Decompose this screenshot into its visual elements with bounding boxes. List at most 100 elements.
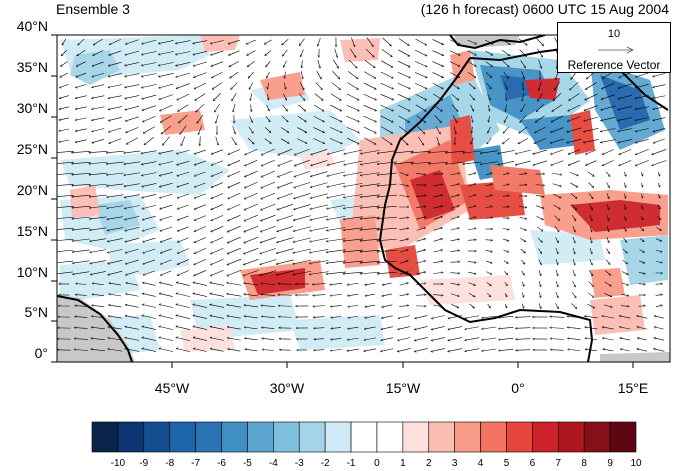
- wind-vector: [125, 248, 139, 253]
- wind-vector: [568, 149, 580, 155]
- wind-vector: [653, 128, 666, 131]
- wind-vector: [503, 249, 508, 252]
- wind-vector: [176, 304, 191, 308]
- wind-vector: [414, 348, 428, 351]
- wind-vector: [228, 214, 241, 221]
- wind-vector: [536, 104, 544, 111]
- wind-vector: [211, 204, 224, 209]
- wind-vector: [618, 117, 633, 121]
- wind-vector: [450, 217, 459, 220]
- wind-vector: [653, 117, 666, 121]
- colorbar-label: -9: [139, 458, 149, 469]
- wind-vector: [519, 49, 527, 57]
- wind-vector: [211, 182, 224, 188]
- wind-vector: [193, 348, 207, 352]
- wind-vector: [312, 284, 326, 285]
- wind-vector: [414, 61, 427, 66]
- wind-vector: [282, 39, 289, 44]
- wind-vector: [125, 338, 140, 341]
- wind-vector: [488, 126, 491, 133]
- wind-vector: [504, 282, 508, 285]
- wind-vector: [503, 71, 509, 79]
- wind-vector: [618, 139, 633, 142]
- wind-vector: [399, 250, 409, 253]
- wind-vector: [538, 281, 540, 286]
- wind-vector: [176, 62, 191, 65]
- wind-vector: [585, 338, 598, 341]
- wind-vector: [176, 348, 190, 352]
- wind-vector: [656, 216, 661, 219]
- wind-vector: [125, 327, 140, 330]
- wind-vector: [381, 126, 392, 134]
- wind-vector: [125, 95, 140, 98]
- wind-vector: [416, 115, 425, 122]
- wind-vector: [346, 115, 360, 122]
- wind-vector: [468, 195, 475, 198]
- wind-vector: [416, 250, 426, 253]
- wind-vector: [506, 93, 507, 100]
- wind-vector: [158, 40, 174, 43]
- wind-vector: [433, 93, 443, 100]
- wind-vector: [211, 236, 224, 242]
- wind-vector: [210, 294, 225, 297]
- wind-vector: [260, 259, 277, 264]
- colorbar-swatch: [506, 421, 533, 453]
- colorbar: [91, 421, 637, 453]
- wind-vector: [142, 348, 157, 352]
- wind-vector: [398, 49, 409, 56]
- wind-vector: [211, 149, 223, 154]
- wind-vector: [161, 259, 172, 264]
- wind-vector: [176, 293, 190, 297]
- wind-vector: [534, 138, 547, 144]
- wind-vector: [621, 306, 629, 307]
- wind-vector: [331, 338, 342, 339]
- wind-vector: [468, 217, 476, 220]
- wind-vector: [521, 281, 524, 287]
- wind-vector: [227, 258, 242, 265]
- wind-vector: [108, 106, 122, 110]
- colorbar-label: -7: [191, 458, 201, 469]
- wind-vector: [588, 182, 593, 187]
- wind-vector: [360, 227, 380, 230]
- wind-vector: [261, 305, 275, 307]
- wind-vector: [382, 37, 392, 46]
- wind-vector: [571, 292, 576, 297]
- wind-vector: [300, 71, 303, 79]
- wind-vector: [344, 160, 363, 165]
- wind-vector: [450, 206, 459, 209]
- lat-label: 25°N: [16, 141, 48, 157]
- wind-vector: [57, 260, 73, 263]
- wind-vector: [285, 71, 286, 79]
- wind-vector: [588, 281, 594, 286]
- wind-vector: [159, 348, 174, 352]
- wind-vector: [348, 326, 359, 329]
- wind-vector: [431, 326, 445, 329]
- wind-vector: [160, 237, 172, 242]
- wind-vector: [227, 327, 241, 330]
- wind-vector: [194, 182, 206, 187]
- wind-vector: [535, 126, 546, 133]
- wind-vector: [535, 115, 545, 123]
- wind-vector: [538, 303, 541, 308]
- wind-vector: [535, 185, 545, 186]
- wind-vector: [126, 283, 139, 286]
- wind-vector: [641, 171, 642, 176]
- wind-vector: [363, 104, 377, 111]
- wind-vector: [124, 150, 141, 153]
- wind-vector: [196, 103, 205, 112]
- wind-vector: [380, 82, 394, 89]
- wind-vector: [314, 350, 325, 351]
- wind-vector: [399, 261, 408, 264]
- wind-vector: [318, 37, 321, 46]
- wind-vector: [450, 173, 460, 176]
- wind-vector: [347, 82, 359, 90]
- wind-vector: [244, 236, 259, 243]
- wind-vector: [210, 316, 225, 319]
- wind-vector: [76, 284, 87, 285]
- wind-vector: [210, 40, 224, 43]
- wind-vector: [158, 62, 174, 65]
- wind-vector: [142, 94, 157, 99]
- wind-vector: [265, 127, 271, 132]
- wind-vector: [586, 160, 597, 166]
